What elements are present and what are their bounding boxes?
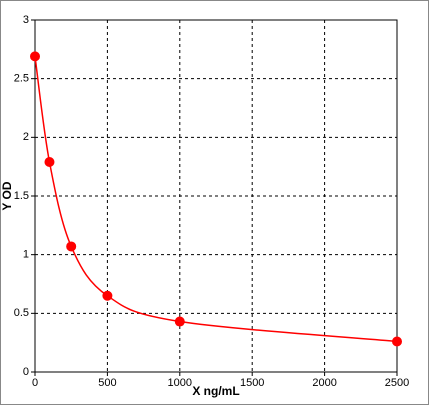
x-tick-label: 2500 <box>385 377 409 389</box>
curve <box>34 56 398 343</box>
y-tick-label: 0.5 <box>14 307 29 319</box>
point <box>44 156 55 167</box>
y-tick-label: 1 <box>23 249 29 261</box>
x-tick-label: 500 <box>98 377 116 389</box>
x-tick-label: 1500 <box>240 377 264 389</box>
y-tick-label: 2.5 <box>14 73 29 85</box>
plot-frame <box>34 19 398 373</box>
x-tick-label: 1000 <box>168 377 192 389</box>
x-tick-label: 0 <box>32 377 38 389</box>
y-tick-label: 3 <box>23 14 29 26</box>
y-axis-title: Y OD <box>0 181 14 210</box>
y-tick-label: 2 <box>23 131 29 143</box>
y-tick-label: 0 <box>23 366 29 378</box>
point <box>66 241 77 252</box>
point <box>30 51 40 62</box>
point <box>174 316 185 327</box>
x-axis-title: X ng/mL <box>192 384 239 398</box>
y-tick-label: 1.5 <box>14 190 29 202</box>
point <box>392 336 402 347</box>
x-tick-label: 2000 <box>312 377 336 389</box>
point <box>102 290 113 301</box>
